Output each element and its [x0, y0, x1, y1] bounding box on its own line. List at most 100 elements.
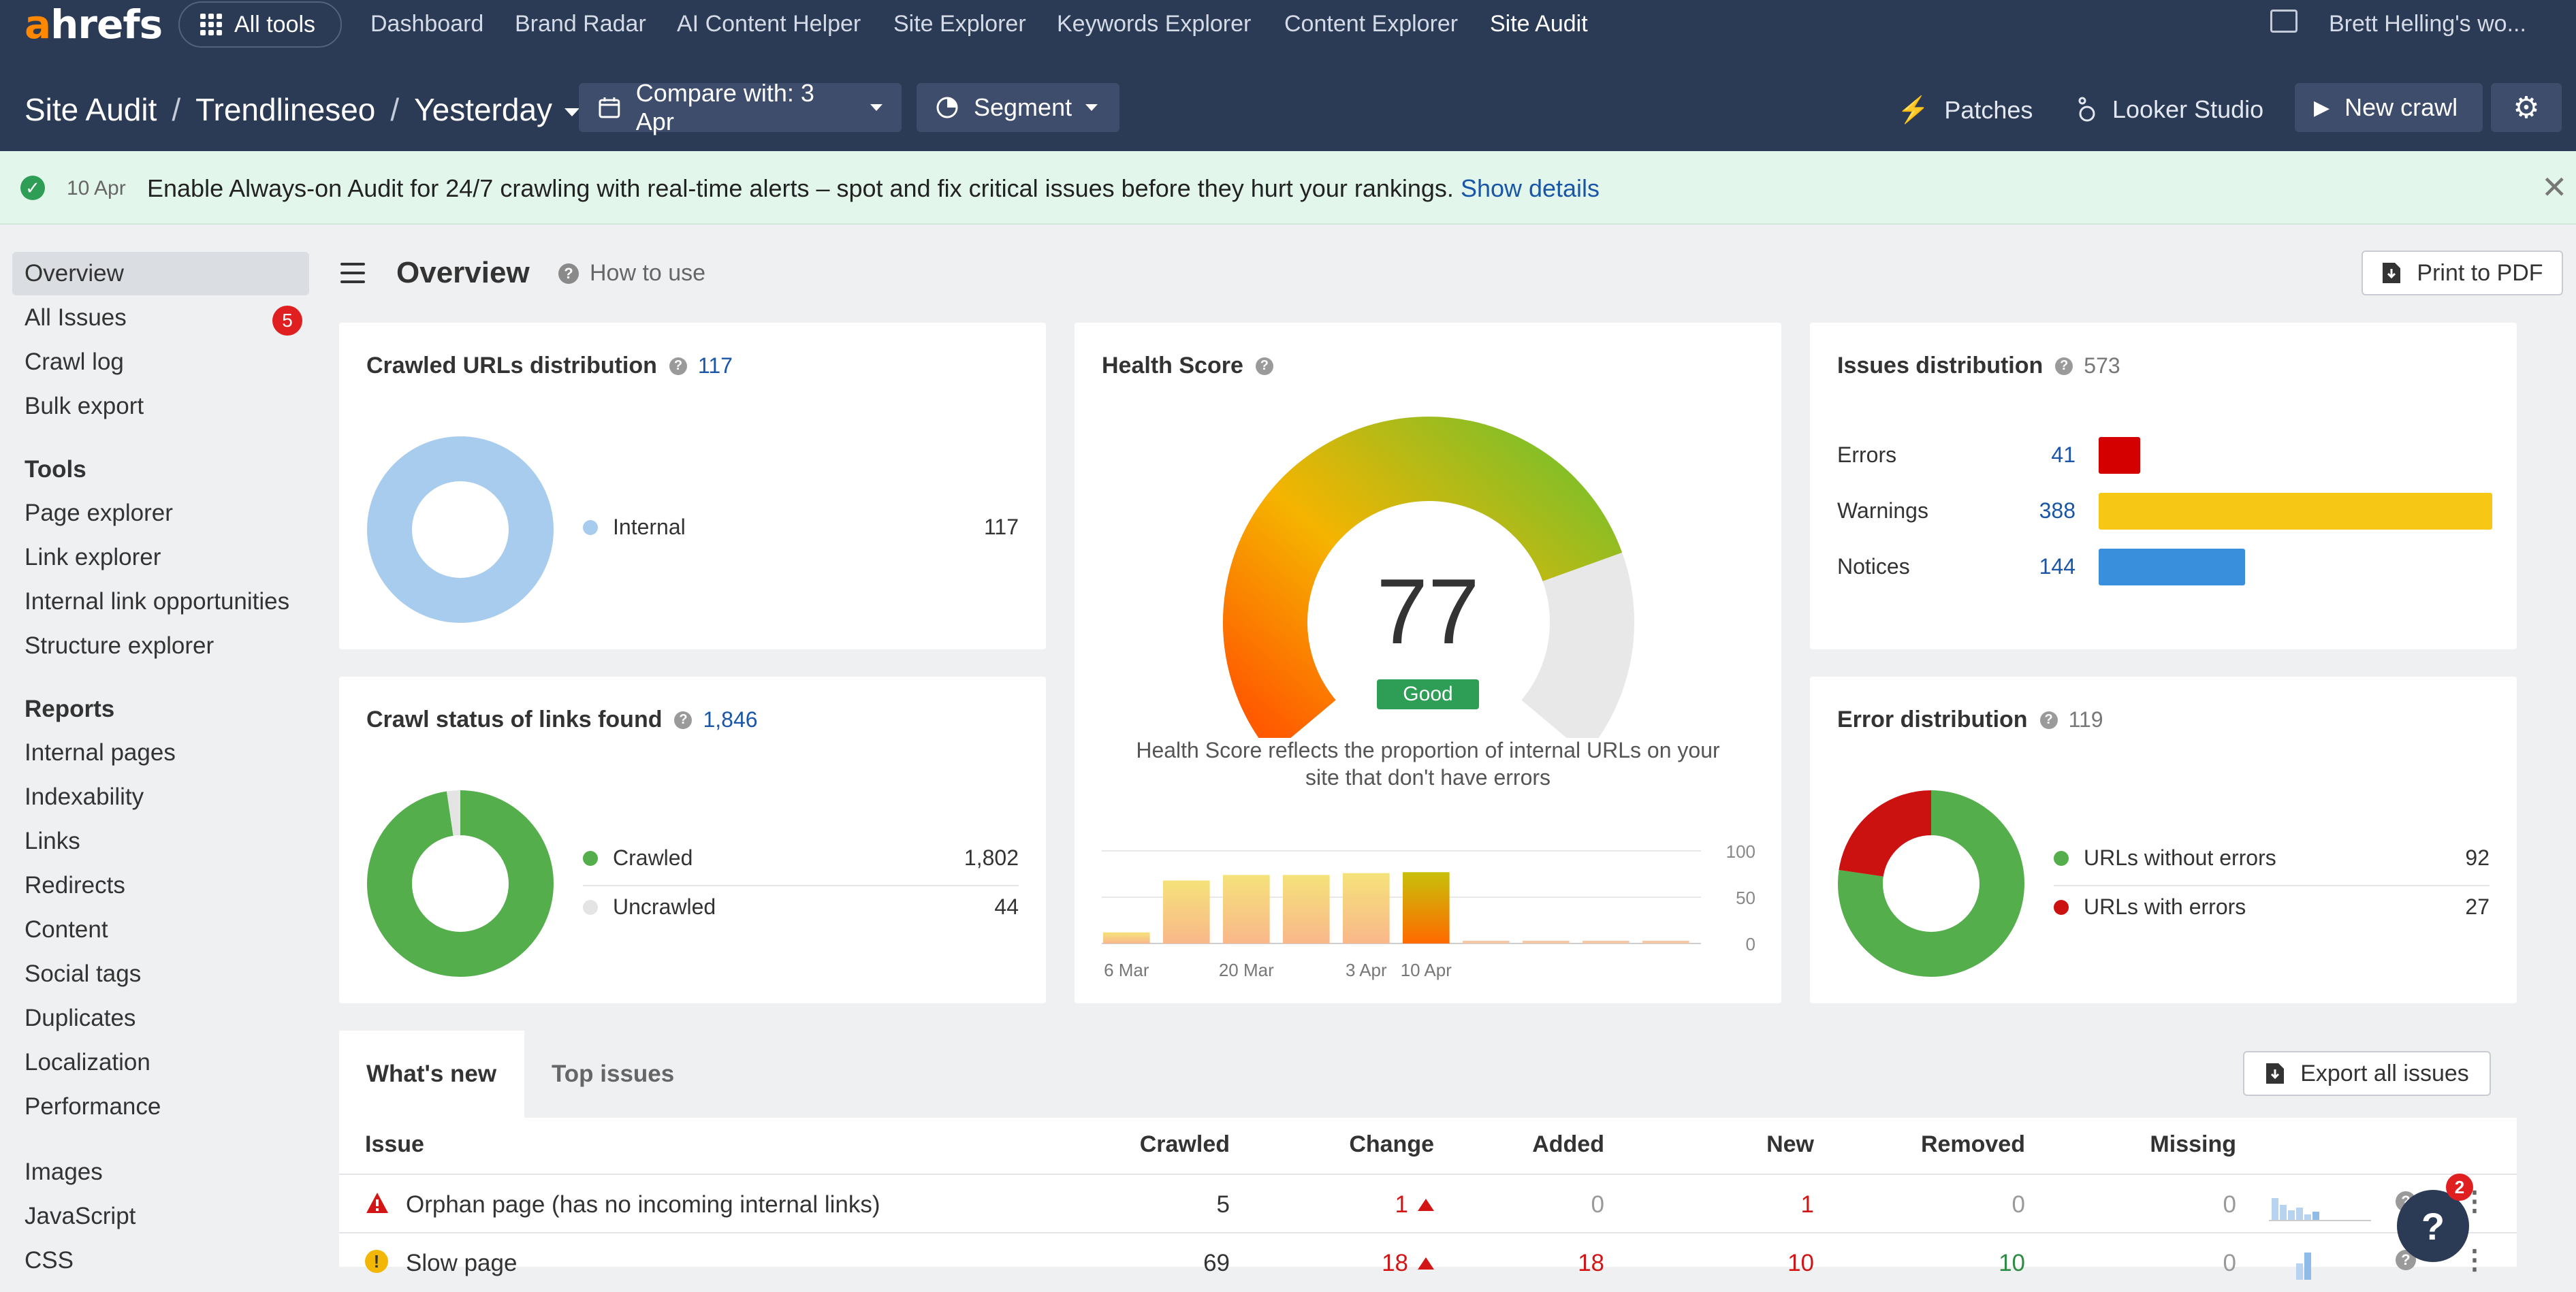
tab-whats-new[interactable]: What's new: [339, 1031, 524, 1118]
cell-new[interactable]: 1: [1800, 1191, 1814, 1218]
chart-bar[interactable]: [1343, 873, 1390, 943]
cell-missing[interactable]: 0: [2223, 1191, 2236, 1218]
column-header-new[interactable]: New: [1766, 1131, 1814, 1157]
chart-bar[interactable]: [1283, 875, 1330, 943]
show-details-link[interactable]: Show details: [1460, 174, 1600, 202]
column-header-added[interactable]: Added: [1532, 1131, 1604, 1157]
nav-keywords-explorer[interactable]: Keywords Explorer: [1057, 11, 1252, 37]
all-tools-button[interactable]: All tools: [178, 1, 342, 48]
sidebar-item-redirects[interactable]: Redirects: [25, 872, 125, 899]
settings-gear-icon[interactable]: ⚙: [2491, 83, 2562, 132]
how-to-use-link[interactable]: ? How to use: [558, 260, 705, 287]
sidebar-item-localization[interactable]: Localization: [25, 1049, 150, 1076]
sidebar-item-bulk-export[interactable]: Bulk export: [25, 393, 144, 419]
sidebar-item-links[interactable]: Links: [25, 828, 80, 854]
sidebar-item-link-explorer[interactable]: Link explorer: [25, 544, 161, 570]
nav-site-explorer[interactable]: Site Explorer: [893, 11, 1026, 37]
cell-removed[interactable]: 10: [1999, 1250, 2025, 1276]
cell-crawled[interactable]: 69: [1203, 1250, 1230, 1276]
issues-bar-errors[interactable]: [2099, 437, 2141, 474]
chevron-down-icon[interactable]: [565, 108, 580, 116]
sidebar-item-javascript[interactable]: JavaScript: [25, 1203, 136, 1229]
print-to-pdf-button[interactable]: Print to PDF: [2362, 251, 2563, 295]
sidebar-item-structure-explorer[interactable]: Structure explorer: [25, 632, 214, 659]
compare-button[interactable]: Compare with: 3 Apr: [579, 79, 902, 135]
help-icon[interactable]: ?: [669, 357, 687, 375]
sidebar-item-images[interactable]: Images: [25, 1159, 103, 1185]
issue-name[interactable]: Orphan page (has no incoming internal li…: [406, 1191, 880, 1218]
cell-new[interactable]: 10: [1787, 1250, 1814, 1276]
column-header-change[interactable]: Change: [1349, 1131, 1434, 1157]
cell-missing[interactable]: 0: [2223, 1250, 2236, 1276]
legend-value[interactable]: 27: [2465, 894, 2490, 919]
cell-added[interactable]: 0: [1591, 1191, 1604, 1218]
nav-content-explorer[interactable]: Content Explorer: [1284, 11, 1459, 37]
help-icon[interactable]: ?: [674, 711, 693, 729]
new-crawl-button[interactable]: ▶ New crawl: [2295, 83, 2483, 132]
issues-value-errors[interactable]: 41: [2051, 442, 2076, 467]
help-icon[interactable]: ?: [1255, 357, 1273, 375]
cell-change[interactable]: 1: [1305, 1191, 1434, 1218]
ahrefs-logo[interactable]: ahrefs: [25, 1, 163, 48]
nav-site-audit[interactable]: Site Audit: [1490, 11, 1588, 37]
sidebar-item-internal-link-opportunities[interactable]: Internal link opportunities: [25, 588, 290, 615]
export-all-issues-button[interactable]: Export all issues: [2243, 1051, 2491, 1096]
donut-segment-urls-with-errors[interactable]: [1838, 790, 2024, 977]
sidebar-item-all-issues[interactable]: All Issues 5: [12, 296, 309, 340]
nav-ai-content-helper[interactable]: AI Content Helper: [677, 11, 861, 37]
chart-bar[interactable]: [1403, 872, 1450, 943]
chart-bar[interactable]: [1223, 875, 1270, 943]
cell-added[interactable]: 18: [1578, 1250, 1604, 1276]
help-icon[interactable]: ?: [2055, 357, 2073, 375]
sidebar-item-indexability[interactable]: Indexability: [25, 784, 144, 810]
sidebar-item-page-explorer[interactable]: Page explorer: [25, 500, 173, 526]
chart-bar[interactable]: [1103, 932, 1150, 943]
issues-bar-notices[interactable]: [2099, 549, 2245, 585]
crumb-site-audit[interactable]: Site Audit: [25, 92, 157, 127]
column-header-crawled[interactable]: Crawled: [1139, 1131, 1230, 1157]
sidebar-item-content[interactable]: Content: [25, 916, 108, 943]
legend-value[interactable]: 92: [2465, 845, 2490, 870]
sidebar-item-internal-pages[interactable]: Internal pages: [25, 739, 176, 766]
issue-name[interactable]: Slow page: [406, 1250, 518, 1276]
column-header-issue[interactable]: Issue: [365, 1131, 424, 1157]
help-chat-button[interactable]: ? 2: [2397, 1174, 2473, 1262]
cell-crawled[interactable]: 5: [1216, 1191, 1230, 1218]
column-header-removed[interactable]: Removed: [1920, 1131, 2025, 1157]
legend-value[interactable]: 1,802: [964, 845, 1019, 870]
help-icon[interactable]: ?: [2039, 711, 2058, 729]
legend-value[interactable]: 44: [994, 894, 1019, 919]
menu-icon[interactable]: [340, 263, 365, 289]
table-row[interactable]: Orphan page (has no incoming internal li…: [339, 1174, 2517, 1233]
tab-top-issues[interactable]: Top issues: [552, 1061, 675, 1087]
looker-studio-button[interactable]: Looker Studio: [2077, 95, 2263, 124]
legend-value[interactable]: 117: [983, 515, 1019, 539]
issues-bar-warnings[interactable]: [2099, 493, 2492, 530]
sidebar-item-css[interactable]: CSS: [25, 1247, 74, 1274]
card-total[interactable]: 117: [697, 353, 733, 378]
issues-value-notices[interactable]: 144: [2039, 554, 2076, 579]
segment-button[interactable]: Segment: [917, 83, 1119, 132]
sidebar-item-duplicates[interactable]: Duplicates: [25, 1005, 136, 1031]
close-icon[interactable]: ✕: [2541, 169, 2568, 205]
donut-segment-uncrawled[interactable]: [367, 790, 554, 977]
sidebar-item-social-tags[interactable]: Social tags: [25, 960, 142, 987]
table-row[interactable]: ! Slow page 69 18 18 10 10 0 ? ⋮: [339, 1232, 2517, 1292]
crawl-date-select[interactable]: Yesterday: [414, 92, 553, 127]
more-options-icon[interactable]: ⋮: [2461, 1245, 2488, 1275]
patches-button[interactable]: ⚡ Patches: [1897, 96, 2033, 125]
sidebar-item-crawl-log[interactable]: Crawl log: [25, 349, 124, 375]
sidebar-item-overview[interactable]: Overview: [12, 252, 309, 295]
sidebar-item-performance[interactable]: Performance: [25, 1093, 161, 1120]
column-header-missing[interactable]: Missing: [2150, 1131, 2236, 1157]
issues-value-warnings[interactable]: 388: [2039, 498, 2076, 523]
crumb-project[interactable]: Trendlineseo: [195, 92, 376, 127]
workspace-menu[interactable]: Brett Helling's wo...: [2329, 11, 2526, 37]
nav-dashboard[interactable]: Dashboard: [370, 11, 484, 37]
inbox-icon[interactable]: [2270, 10, 2297, 33]
cell-change[interactable]: 18: [1305, 1250, 1434, 1277]
chart-bar[interactable]: [1163, 880, 1210, 943]
nav-brand-radar[interactable]: Brand Radar: [515, 11, 646, 37]
cell-removed[interactable]: 0: [2011, 1191, 2025, 1218]
card-total[interactable]: 1,846: [703, 707, 758, 732]
